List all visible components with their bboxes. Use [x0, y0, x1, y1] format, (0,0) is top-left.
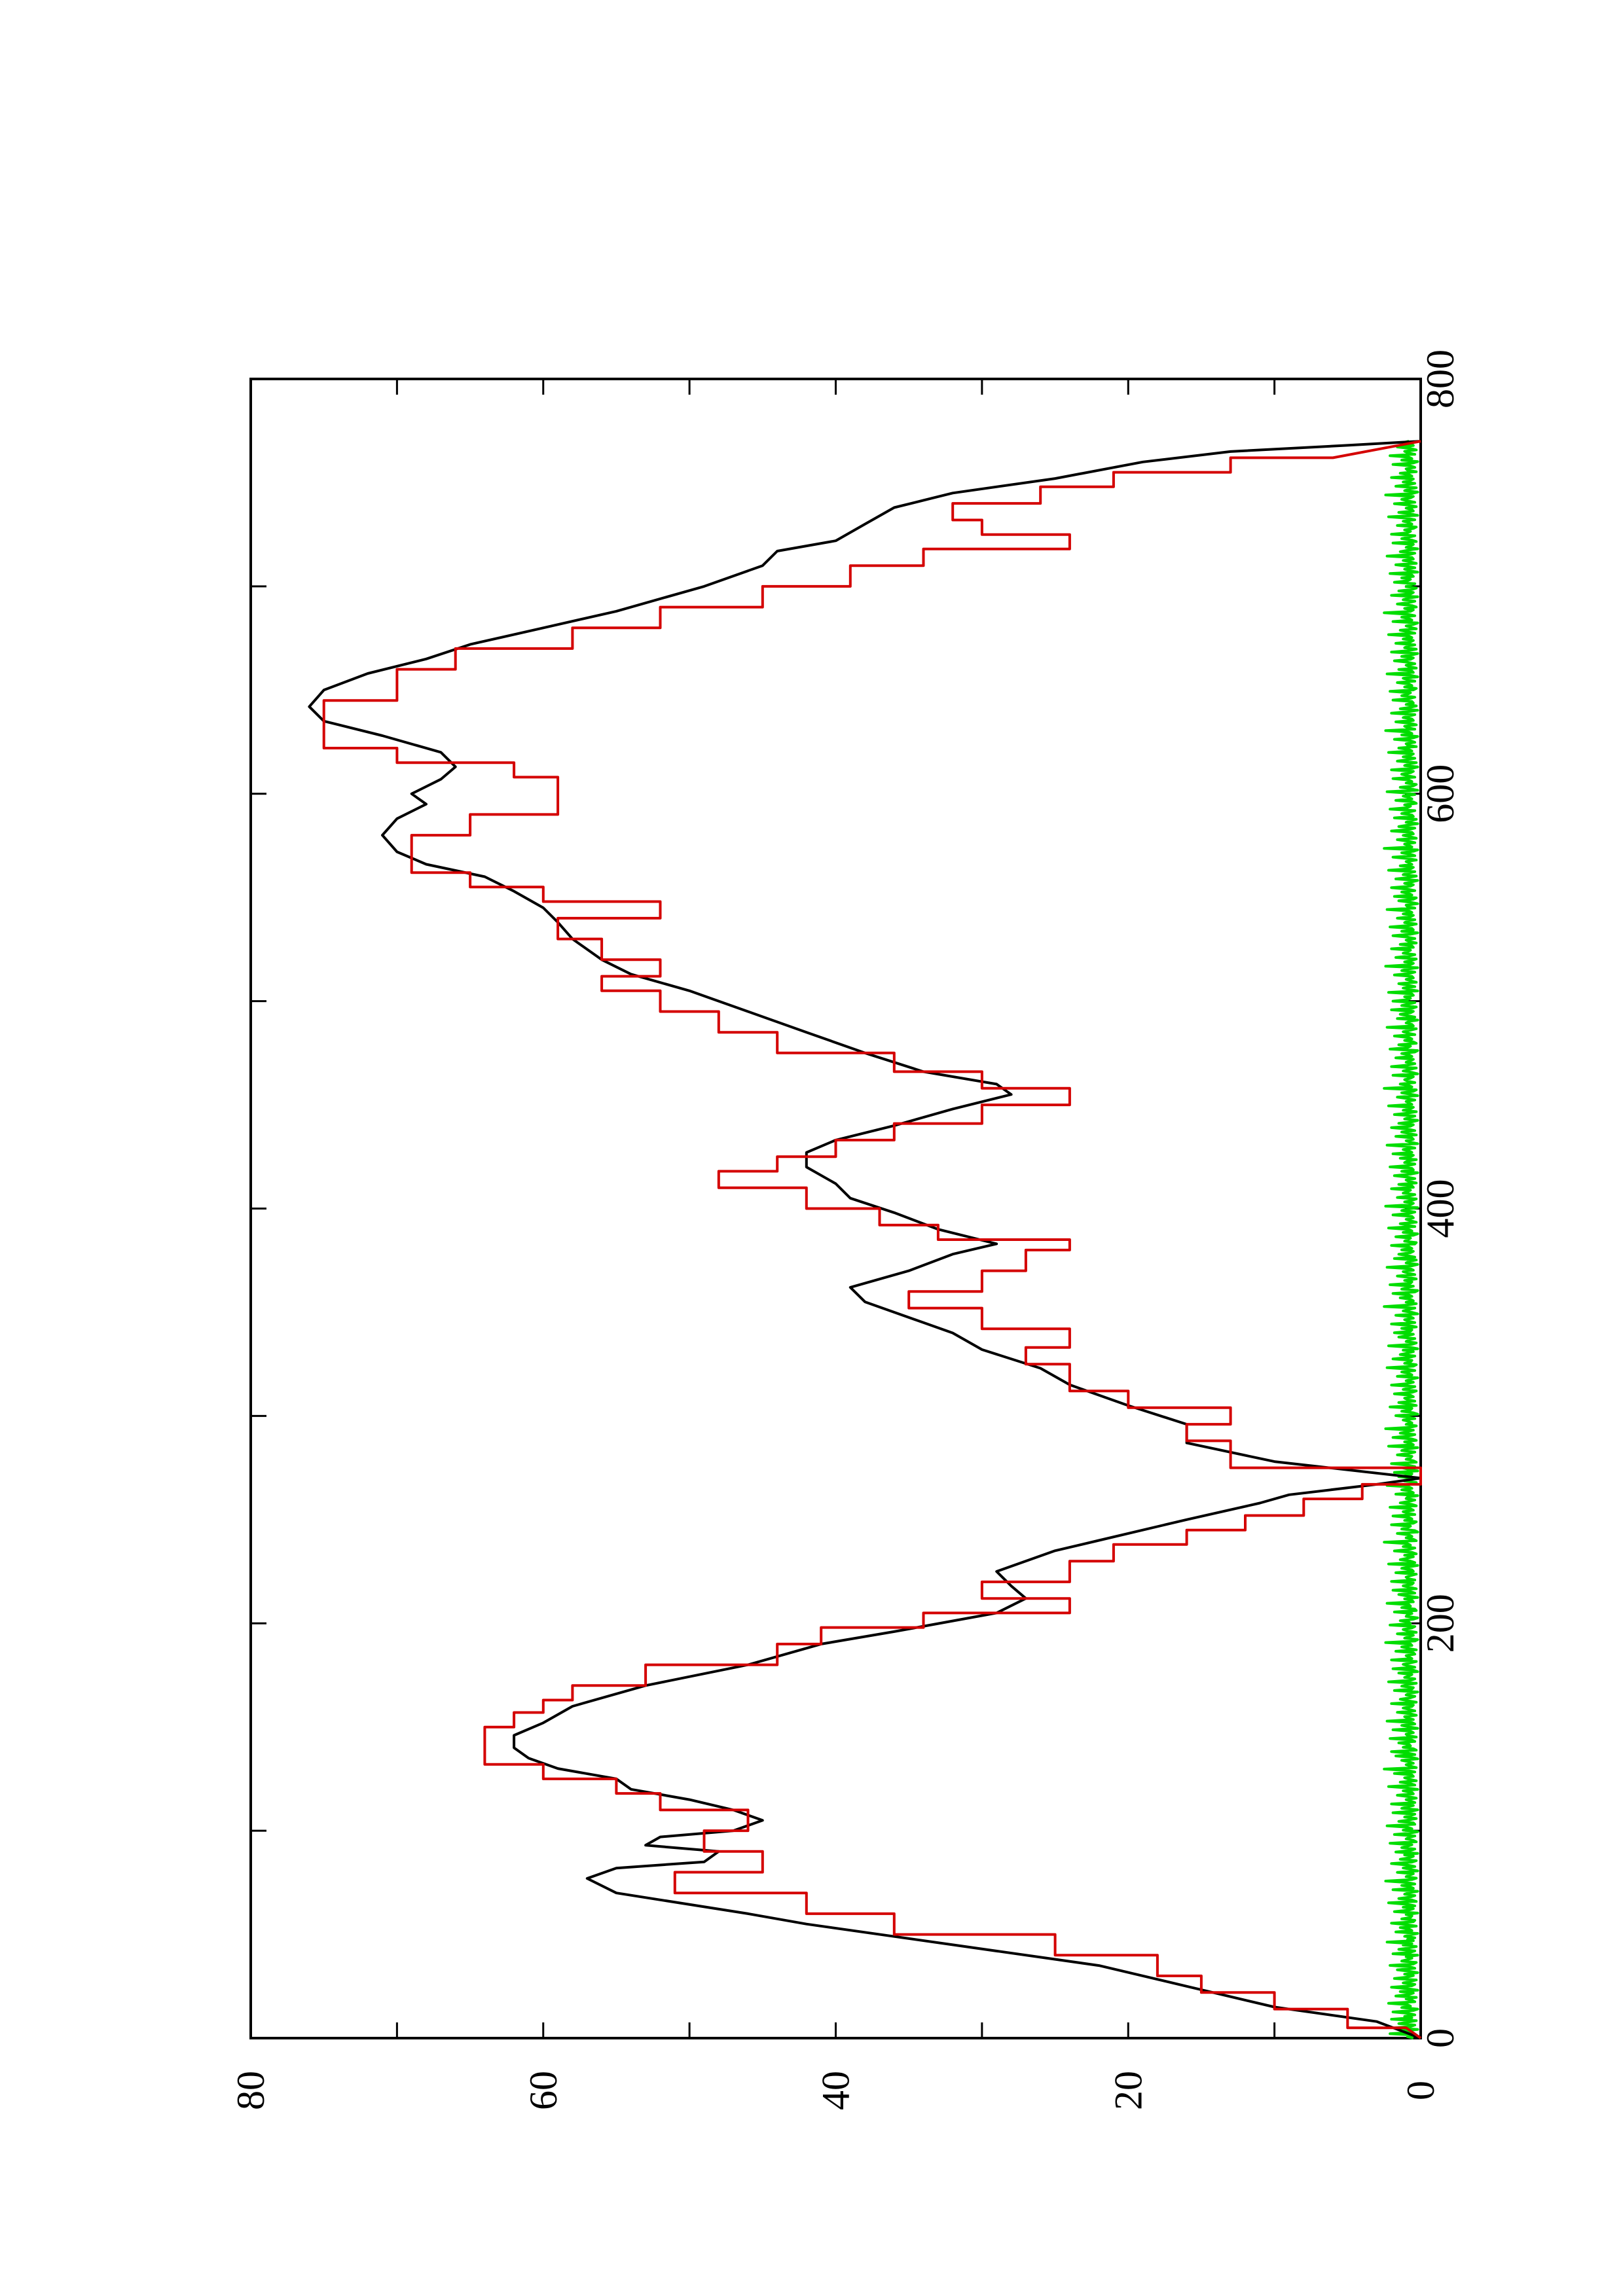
y-tick-label: 0	[1399, 2081, 1442, 2100]
y-tick-label: 20	[1106, 2071, 1150, 2110]
tick-labels: 0 200 400 600 800 0 20 40 60 80	[229, 350, 1462, 2110]
y-tick-label: 60	[522, 2071, 565, 2110]
x-tick-label: 0	[1419, 2028, 1462, 2048]
y-tick-label: 40	[814, 2071, 858, 2110]
x-tick-label: 600	[1419, 764, 1462, 823]
x-tick-label: 200	[1419, 1594, 1462, 1653]
red-series-line	[322, 440, 1422, 2039]
y-tick-label: 80	[229, 2071, 272, 2110]
x-tick-label: 400	[1419, 1179, 1462, 1238]
green-series-line	[1383, 440, 1419, 2039]
black-series-line	[308, 440, 1422, 2039]
series-lines	[308, 440, 1422, 2039]
x-tick-label: 800	[1419, 350, 1462, 408]
